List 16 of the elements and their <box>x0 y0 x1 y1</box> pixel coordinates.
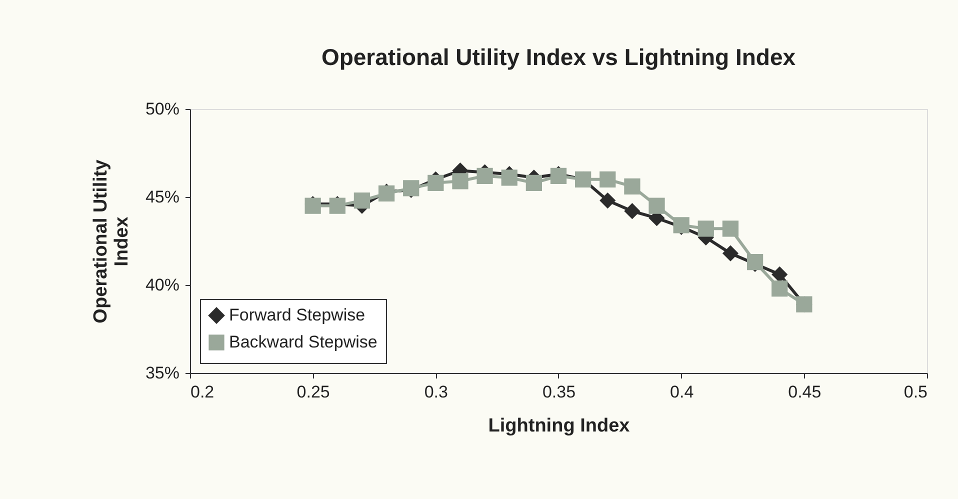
y-tick-label: 50% <box>145 100 180 118</box>
legend-label: Backward Stepwise <box>229 332 378 352</box>
x-tick-label: 0.25 <box>296 382 330 402</box>
x-tick-label: 0.3 <box>424 382 448 402</box>
y-tick-label: 45% <box>145 188 180 206</box>
x-tick-label: 0.4 <box>670 382 694 402</box>
y-tick-label: 35% <box>145 364 180 382</box>
y-tick-label: 40% <box>145 276 180 294</box>
y-axis-title: Operational Utility Index <box>90 159 132 324</box>
x-tick-label: 0.45 <box>788 382 822 402</box>
x-axis-title: Lightning Index <box>488 416 630 436</box>
x-tick-label: 0.5 <box>904 382 928 402</box>
x-tick-label: 0.2 <box>190 382 214 402</box>
legend-label: Forward Stepwise <box>229 306 366 324</box>
x-tick-label: 0.35 <box>542 382 576 402</box>
chart-title: Operational Utility Index vs Lightning Index <box>321 44 796 70</box>
